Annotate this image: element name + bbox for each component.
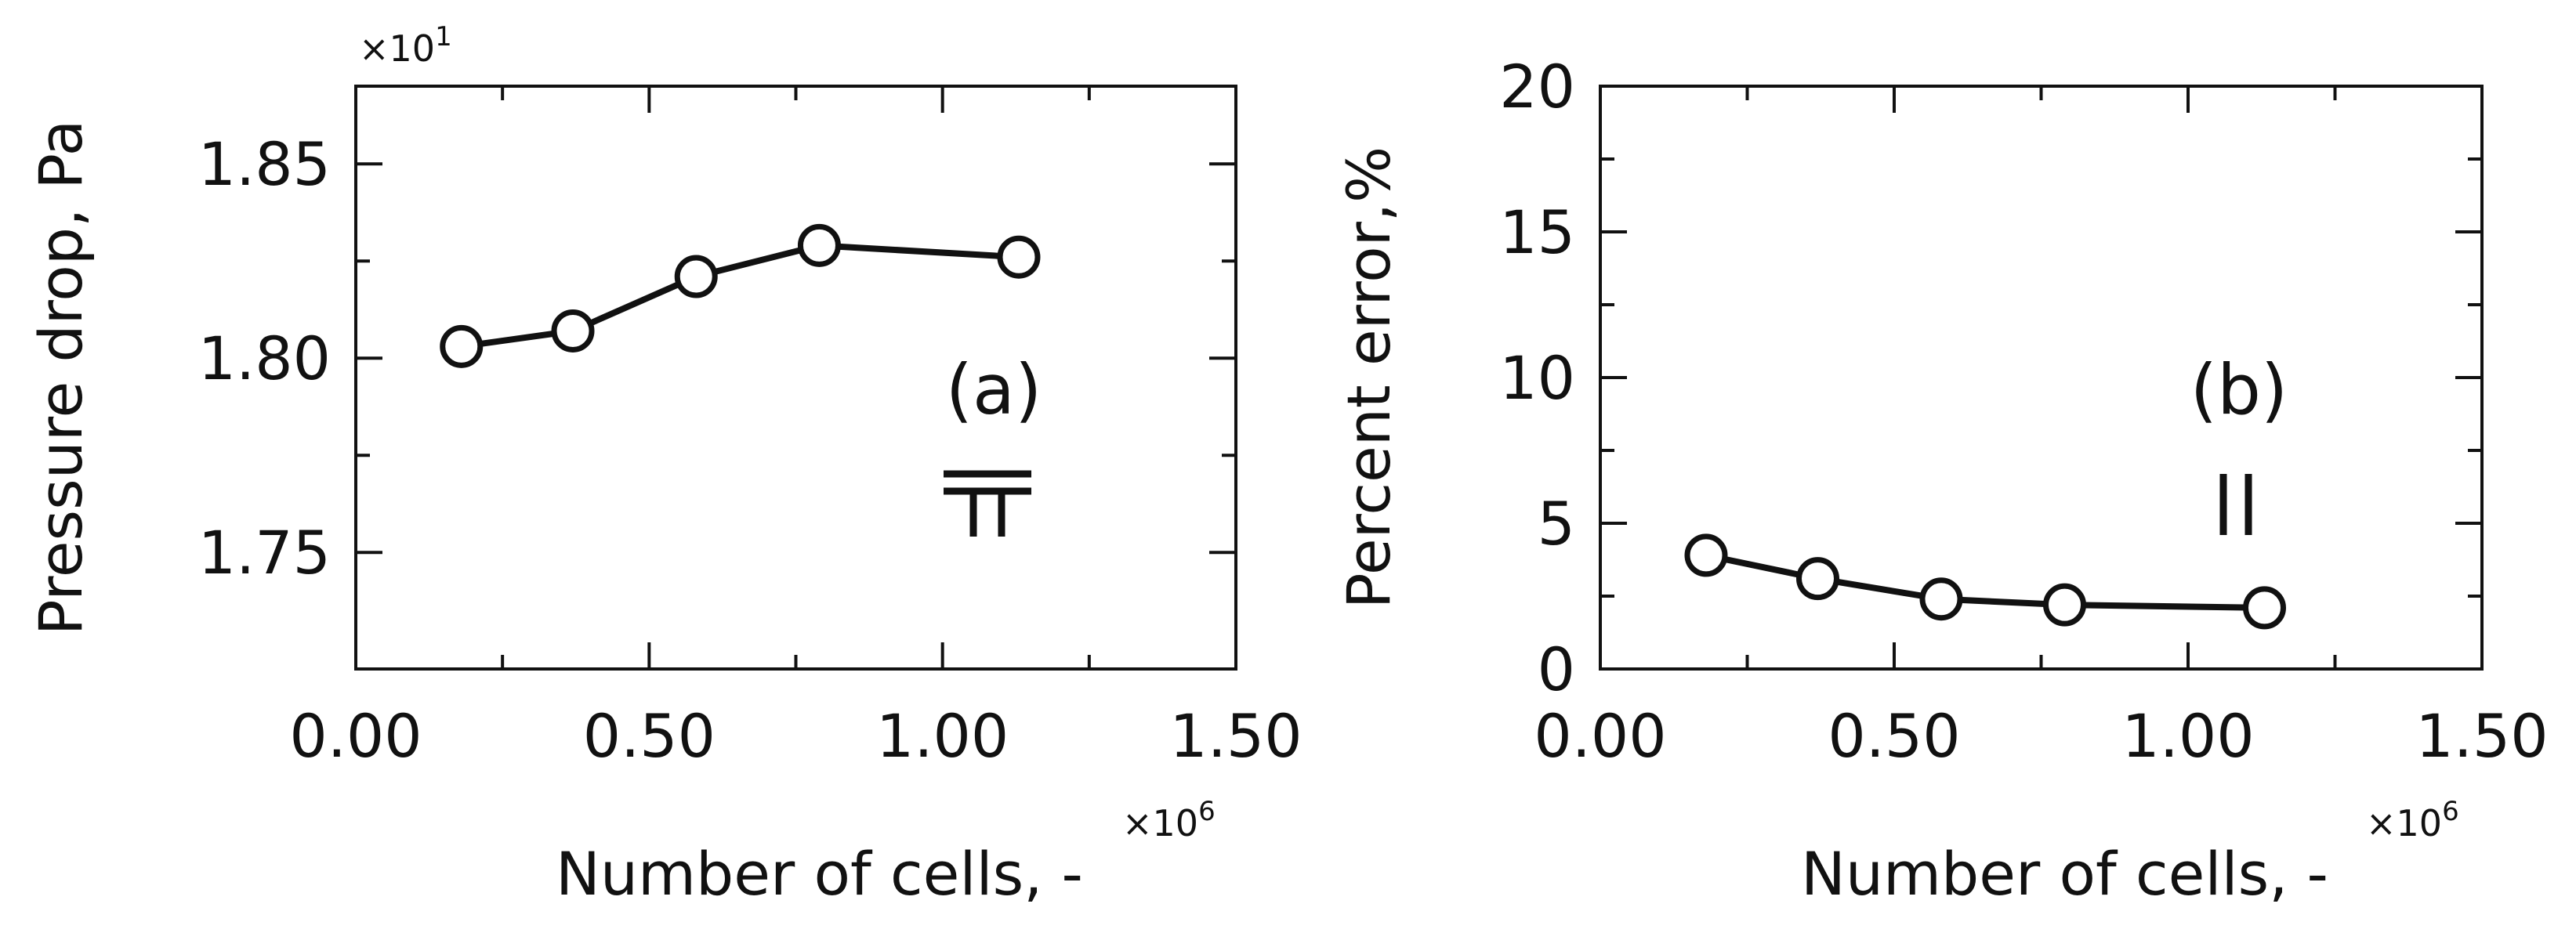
data-point [1684,533,1728,577]
series-line [461,242,1020,350]
y-axis-label: Pressure drop, Pa [26,120,96,636]
y-tick-label: 1.85 [198,129,331,199]
data-point [2243,586,2286,630]
x-tick-label: 0.50 [583,701,716,771]
x-tick-label: 0.50 [1828,701,1960,771]
data-point [674,255,718,298]
data-point [440,324,484,368]
plot-frame [354,85,1237,671]
data-point [1919,577,1963,621]
y-multiplier: ×101 [359,21,452,70]
data-point [2043,583,2086,627]
data-point [1796,557,1839,601]
x-multiplier: ×106 [1122,796,1216,844]
x-tick-label: 1.50 [2415,701,2548,771]
x-tick-label: 1.00 [2121,701,2254,771]
y-multiplier-base: ×10 [359,27,435,70]
y-tick-label: 1.80 [198,324,331,393]
x-tick-label: 1.00 [876,701,1009,771]
panel-label: (a) [946,349,1042,430]
y-tick-label: 5 [1538,489,1575,559]
y-multiplier-exponent: 1 [435,21,452,52]
y-tick-label: 15 [1499,197,1575,267]
y-axis-label: Percent error,% [1334,146,1404,609]
y-tick-label: 0 [1538,634,1575,704]
panel-symbol-parallel [2219,474,2252,535]
data-point [551,309,595,352]
x-multiplier-base: ×10 [1122,802,1198,844]
y-tick-label: 1.75 [198,518,331,588]
panel-a: 0.00 0.50 1.00 1.50 1.75 1.80 1.85 Number of ce… [26,21,1302,909]
panel-b: 0.00 0.50 1.00 1.50 0 5 10 15 20 Number of cells,… [1334,52,2549,909]
y-tick-label: 10 [1499,343,1575,413]
data-point [997,235,1041,279]
x-axis-label: Number of cells, - [556,839,1083,909]
series-line [1705,552,2265,611]
x-multiplier-base: ×10 [2366,802,2442,844]
x-multiplier: ×106 [2366,796,2459,844]
x-tick-label: 0.00 [1534,701,1666,771]
y-tick-label: 20 [1499,52,1575,121]
x-axis-label: Number of cells, - [1801,839,2328,909]
plot-frame [1599,85,2484,671]
x-multiplier-exponent: 6 [2442,796,2459,827]
x-tick-label: 0.00 [289,701,422,771]
x-tick-label: 1.50 [1169,701,1302,771]
panel-symbol-tee [944,470,1031,537]
panel-label: (b) [2190,349,2288,430]
x-multiplier-exponent: 6 [1198,796,1216,827]
data-point [797,223,841,267]
